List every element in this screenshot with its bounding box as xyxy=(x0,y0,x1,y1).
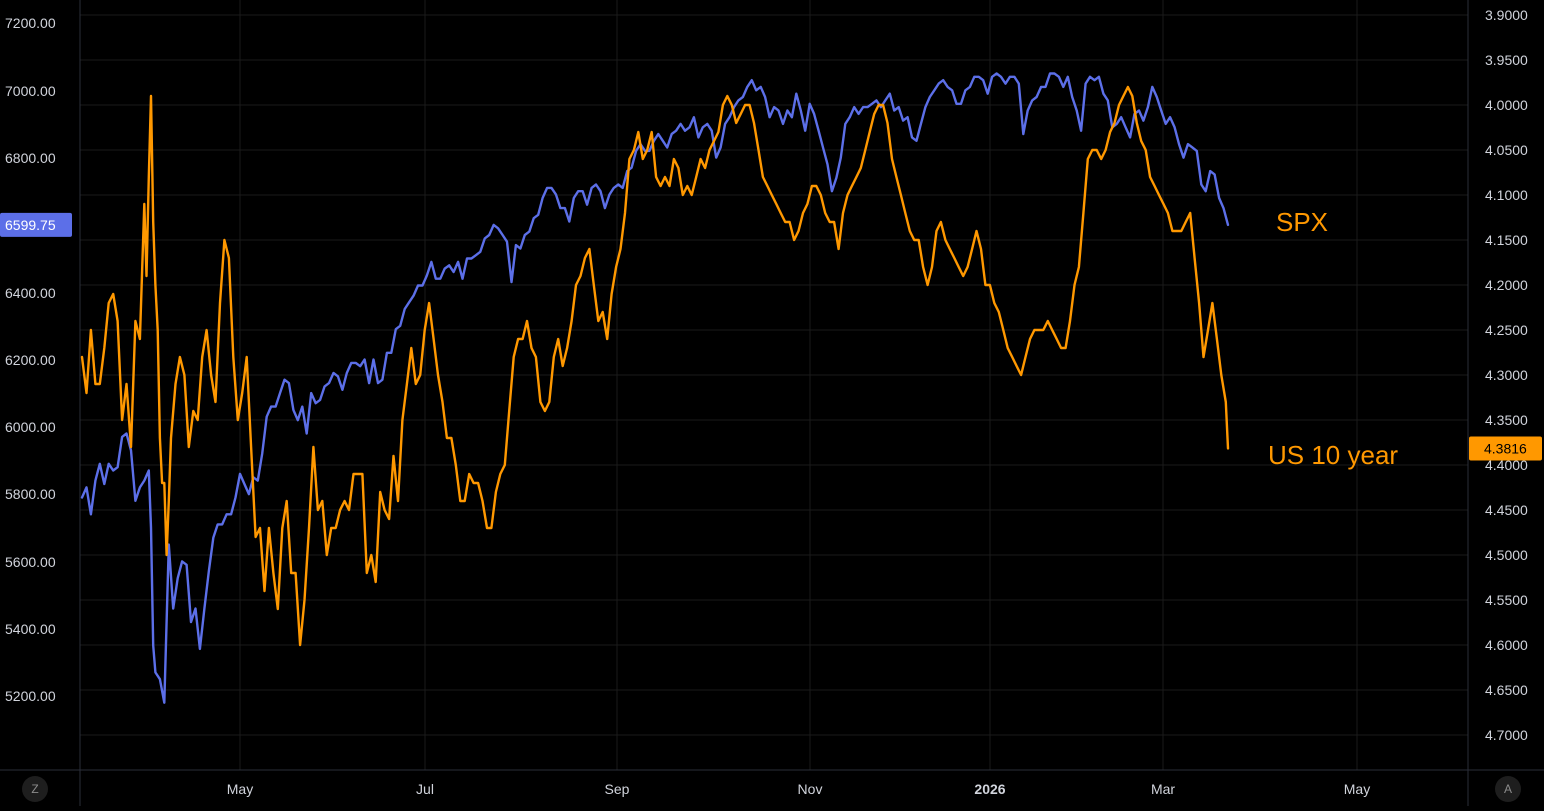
right-axis-tick-label: 3.9000 xyxy=(1485,7,1528,23)
annotations: 6599.75 4.3816 SPX US 10 year xyxy=(0,207,1542,470)
right-axis-tick-label: 4.5000 xyxy=(1485,547,1528,563)
us10y-series-line xyxy=(80,85,1230,647)
left-axis-tick-label: 5200.00 xyxy=(5,688,56,704)
left-axis-tick-label: 7000.00 xyxy=(5,83,56,99)
us10y-last-value-badge xyxy=(1469,436,1542,461)
left-axis-tick-label: 7200.00 xyxy=(5,15,56,31)
spx-last-value-badge xyxy=(0,212,72,237)
x-axis-tick-label: 2026 xyxy=(974,781,1005,797)
series-lines xyxy=(80,72,1230,704)
left-axis-tick-label: 6000.00 xyxy=(5,419,56,435)
right-axis-tick-label: 4.5500 xyxy=(1485,592,1528,608)
x-axis-tick-label: Mar xyxy=(1151,781,1175,797)
right-axis-tick-label: 4.4500 xyxy=(1485,502,1528,518)
right-axis-tick-label: 4.6000 xyxy=(1485,637,1528,653)
left-axis-tick-label: 6200.00 xyxy=(5,352,56,368)
left-axis-tick-label: 5600.00 xyxy=(5,554,56,570)
left-axis-tick-label: 6400.00 xyxy=(5,285,56,301)
x-axis-tick-label: May xyxy=(227,781,253,797)
x-axis-tick-label: Jul xyxy=(416,781,434,797)
spx-last-value-label: 6599.75 xyxy=(5,217,56,233)
left-axis-tick-label: 5400.00 xyxy=(5,621,56,637)
right-axis-tick-label: 4.2000 xyxy=(1485,277,1528,293)
left-axis-tick-label: 5800.00 xyxy=(5,486,56,502)
right-axis-tick-label: 4.1500 xyxy=(1485,232,1528,248)
right-axis-tick-label: 4.0000 xyxy=(1485,97,1528,113)
right-axis-tick-label: 4.0500 xyxy=(1485,142,1528,158)
right-axis-tick-label: 4.3500 xyxy=(1485,412,1528,428)
spx-series-line xyxy=(80,72,1230,704)
us10y-annotation: US 10 year xyxy=(1268,440,1398,470)
right-axis-tick-label: 4.7000 xyxy=(1485,727,1528,743)
right-axis-tick-label: 4.3000 xyxy=(1485,367,1528,383)
right-axis-tick-label: 4.6500 xyxy=(1485,682,1528,698)
auto-scale-left-button[interactable]: Z xyxy=(22,776,48,802)
right-axis-tick-label: 4.2500 xyxy=(1485,322,1528,338)
x-axis-tick-label: Sep xyxy=(605,781,630,797)
us10y-last-value-label: 4.3816 xyxy=(1484,440,1527,456)
auto-scale-right-button[interactable]: A xyxy=(1495,776,1521,802)
x-axis-tick-label: May xyxy=(1344,781,1370,797)
right-axis-tick-label: 4.1000 xyxy=(1485,187,1528,203)
right-axis-tick-label: 3.9500 xyxy=(1485,52,1528,68)
right-axis-tick-label: 4.4000 xyxy=(1485,457,1528,473)
left-axis-tick-label: 6800.00 xyxy=(5,150,56,166)
spx-annotation: SPX xyxy=(1276,207,1328,237)
x-axis-tick-label: Nov xyxy=(798,781,823,797)
